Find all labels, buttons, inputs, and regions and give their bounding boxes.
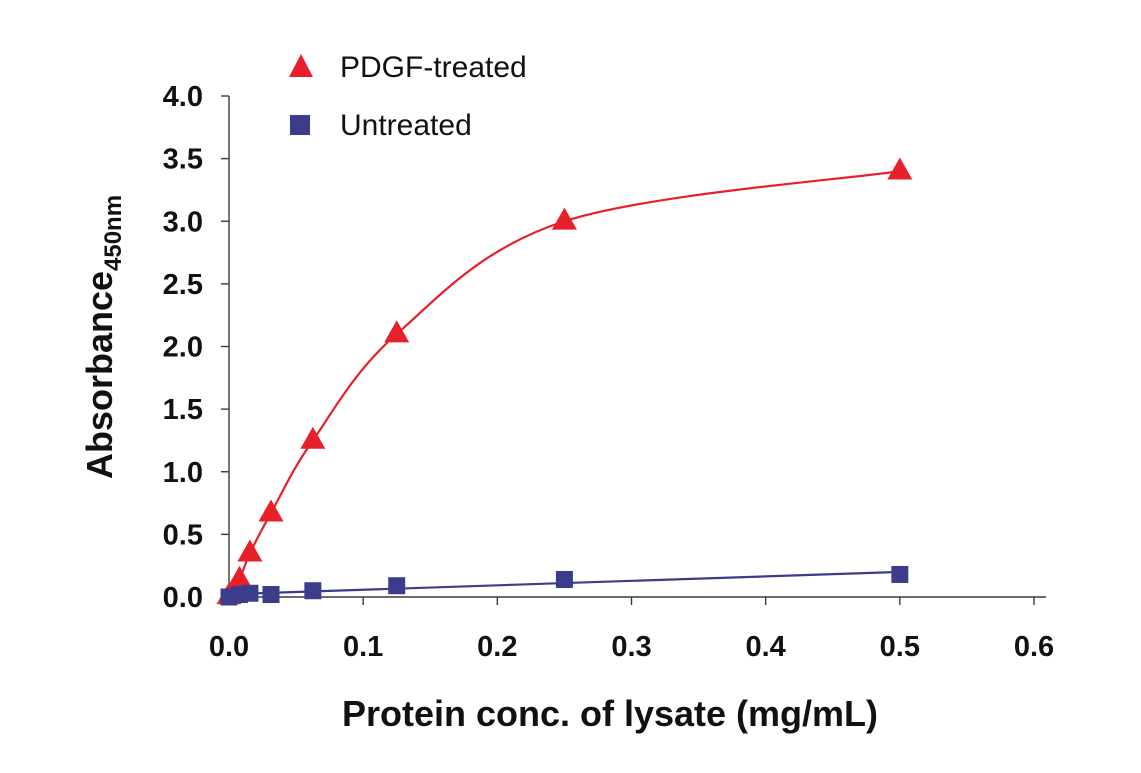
x-tick-label: 0.4 [746, 631, 786, 663]
x-tick-label: 0.3 [611, 631, 651, 663]
data-point [262, 585, 280, 603]
data-point [241, 584, 259, 602]
data-point [304, 582, 322, 600]
y-tick-label: 0.0 [163, 582, 203, 614]
data-point [891, 565, 909, 583]
legend-square-icon [290, 115, 310, 135]
y-axis-title-subscript: 450nm [100, 195, 127, 271]
data-point [258, 499, 284, 522]
y-axis-title: Absorbance450nm [79, 195, 127, 479]
y-tick-label: 4.0 [163, 81, 203, 113]
ticks: 0.0 0.5 1.0 1.5 2.0 2.5 3.0 3.5 4.0 0.0 0.1 0.2 0.3 0… [163, 81, 1054, 663]
legend-label-untreated: Untreated [340, 109, 472, 142]
data-point [388, 577, 406, 595]
legend: PDGF-treated Untreated [289, 51, 527, 142]
x-axis-title: Protein conc. of lysate (mg/mL) [342, 693, 878, 734]
y-axis-title-main: Absorbance [79, 271, 120, 479]
y-tick-label: 2.5 [163, 269, 203, 301]
fit-line [228, 170, 900, 597]
axes [228, 96, 1046, 598]
data-point [384, 320, 410, 343]
series [216, 157, 913, 606]
series-untreated [220, 565, 909, 606]
data-point [237, 539, 263, 562]
x-tick-label: 0.0 [209, 631, 249, 663]
legend-triangle-icon [289, 54, 313, 77]
x-tick-label: 0.2 [477, 631, 517, 663]
y-tick-label: 3.5 [163, 144, 203, 176]
data-point [551, 207, 577, 230]
y-tick-label: 0.5 [163, 519, 203, 551]
y-tick-label: 3.0 [163, 206, 203, 238]
data-point [887, 157, 913, 180]
data-point [226, 565, 252, 588]
y-tick-label: 2.0 [163, 332, 203, 364]
x-tick-label: 0.5 [880, 631, 920, 663]
data-point [300, 426, 326, 449]
y-tick-label: 1.0 [163, 457, 203, 489]
series-pdgf-treated [216, 157, 913, 605]
y-tick-label: 1.5 [163, 394, 203, 426]
legend-label-pdgf-treated: PDGF-treated [340, 51, 527, 84]
x-tick-label: 0.1 [343, 631, 383, 663]
data-point [555, 570, 573, 588]
x-tick-label: 0.6 [1014, 631, 1054, 663]
